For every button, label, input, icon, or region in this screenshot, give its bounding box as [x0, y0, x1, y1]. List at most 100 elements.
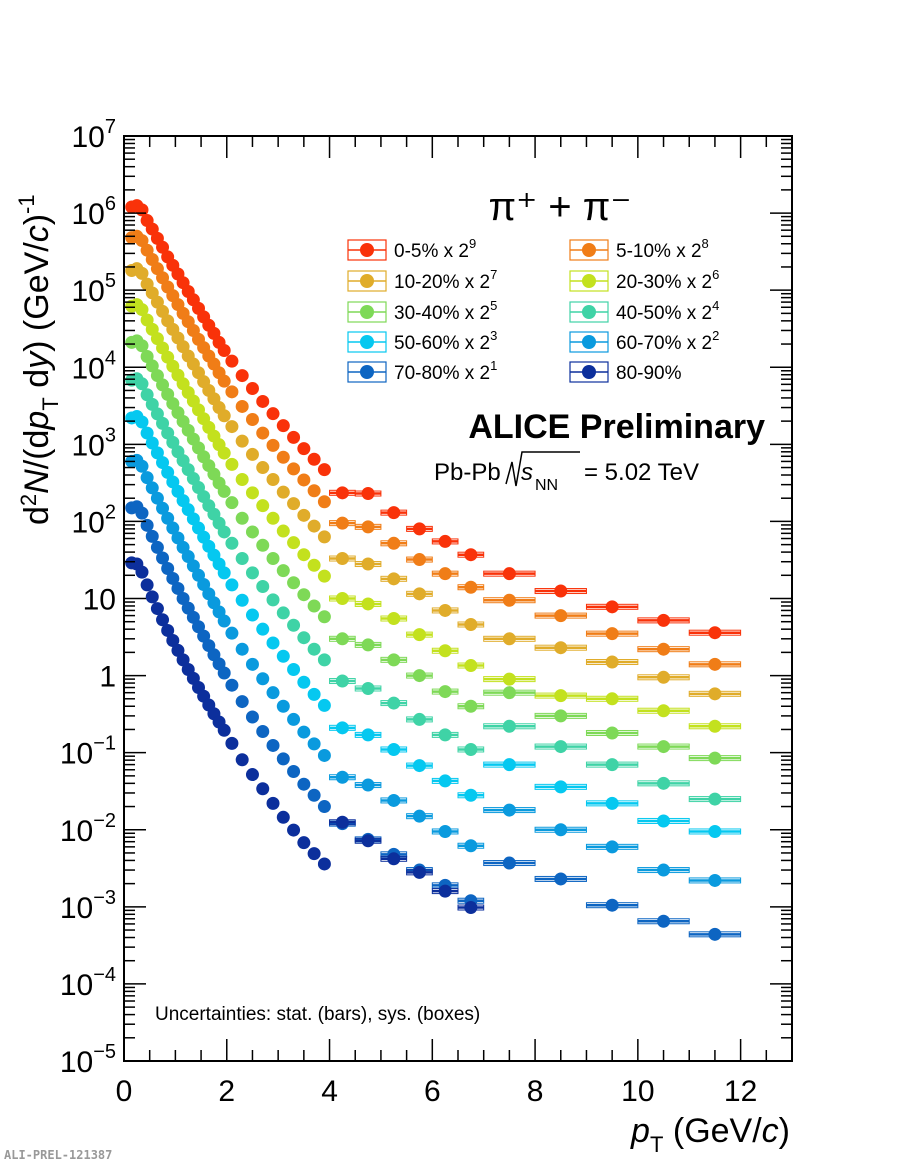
- data-point: [335, 721, 349, 735]
- data-point: [708, 873, 722, 887]
- data-point: [297, 473, 311, 487]
- legend-marker: [360, 305, 374, 319]
- data-point: [225, 578, 239, 592]
- data-point: [276, 450, 290, 464]
- data-point: [287, 576, 301, 590]
- legend-marker: [582, 305, 596, 319]
- data-point: [256, 725, 270, 739]
- data-point: [657, 740, 671, 754]
- data-point: [135, 415, 149, 429]
- legend-entry: 40-50% x 24: [569, 298, 719, 324]
- data-point: [708, 687, 722, 701]
- legend-marker: [582, 243, 596, 257]
- data-point: [235, 753, 249, 767]
- data-point: [502, 803, 516, 817]
- data-point: [554, 689, 568, 703]
- data-point: [166, 571, 180, 585]
- legend-entry: 70-80% x 21: [347, 358, 497, 384]
- x-tick-label: 0: [116, 1075, 133, 1108]
- legend-entry: 20-30% x 26: [569, 267, 719, 293]
- data-point: [245, 412, 259, 426]
- data-point: [438, 644, 452, 658]
- data-point: [135, 339, 149, 353]
- data-point: [708, 626, 722, 640]
- data-point: [145, 359, 159, 373]
- data-point: [145, 529, 159, 543]
- data-point: [412, 759, 426, 773]
- legend-label: 60-70% x 22: [616, 328, 719, 354]
- y-tick-label: 10−4: [60, 964, 116, 1002]
- x-axis-title: pT (GeV/c): [630, 1112, 790, 1157]
- data-point: [235, 434, 249, 448]
- data-point: [145, 590, 159, 604]
- data-point: [135, 377, 149, 391]
- energy-symbol: s: [521, 459, 533, 486]
- data-point: [307, 687, 321, 701]
- data-point: [307, 737, 321, 751]
- x-tick-label: 2: [218, 1075, 235, 1108]
- data-point: [335, 516, 349, 530]
- data-point: [412, 553, 426, 567]
- data-point: [235, 642, 249, 656]
- data-point: [708, 927, 722, 941]
- data-point: [554, 872, 568, 886]
- data-point: [140, 388, 154, 402]
- data-point: [245, 657, 259, 671]
- data-point: [438, 824, 452, 838]
- data-point: [287, 462, 301, 476]
- data-point: [225, 496, 239, 510]
- data-point: [245, 608, 259, 622]
- data-point: [135, 234, 149, 248]
- data-point: [135, 459, 149, 473]
- system-energy-label: Pb-Pb s NN = 5.02 TeV: [434, 451, 699, 494]
- data-point: [554, 740, 568, 754]
- data-point: [245, 525, 259, 539]
- data-point: [708, 719, 722, 733]
- data-point: [245, 710, 259, 724]
- data-point: [135, 506, 149, 520]
- data-point: [276, 810, 290, 824]
- data-point: [361, 557, 375, 571]
- data-point: [361, 778, 375, 792]
- experiment-label: ALICE Preliminary: [468, 408, 765, 446]
- labels-layer: 0 2 4 6 8 10 12 10−5 10−4 10−3 10−2 10−1 1 10 102 103 10…: [60, 116, 757, 1108]
- data-point: [708, 751, 722, 765]
- data-point: [266, 438, 280, 452]
- data-point: [266, 552, 280, 566]
- legend-marker: [360, 243, 374, 257]
- data-point: [266, 796, 280, 810]
- data-point: [335, 770, 349, 784]
- data-point: [335, 486, 349, 500]
- legend: 0-5% x 29 5-10% x 28 10-20% x 27 20-30% x 2…: [347, 236, 719, 384]
- data-point: [217, 409, 231, 423]
- legend-label: 30-40% x 25: [394, 298, 497, 324]
- y-tick-label: 10−3: [60, 887, 116, 925]
- legend-entry: 0-5% x 29: [347, 236, 476, 262]
- data-point: [307, 847, 321, 861]
- data-point: [554, 780, 568, 794]
- data-point: [605, 627, 619, 641]
- data-point: [245, 566, 259, 580]
- data-point: [464, 548, 478, 562]
- data-point: [256, 499, 270, 513]
- data-point: [276, 606, 290, 620]
- data-point: [297, 508, 311, 522]
- data-point: [276, 649, 290, 663]
- data-point: [307, 452, 321, 466]
- series-6: [125, 372, 742, 806]
- data-point: [276, 699, 290, 713]
- data-point: [502, 593, 516, 607]
- data-point: [150, 446, 164, 460]
- data-point: [266, 636, 280, 650]
- data-point: [708, 792, 722, 806]
- data-point: [161, 623, 175, 637]
- data-point: [297, 836, 311, 850]
- data-point: [387, 793, 401, 807]
- series-4: [125, 298, 742, 733]
- data-point: [438, 567, 452, 581]
- legend-entry: 80-90%: [569, 361, 682, 384]
- legend-entry: 10-20% x 27: [347, 267, 497, 293]
- preliminary-id: ALI-PREL-121387: [4, 1148, 113, 1162]
- data-point: [464, 659, 478, 673]
- data-point: [317, 653, 331, 667]
